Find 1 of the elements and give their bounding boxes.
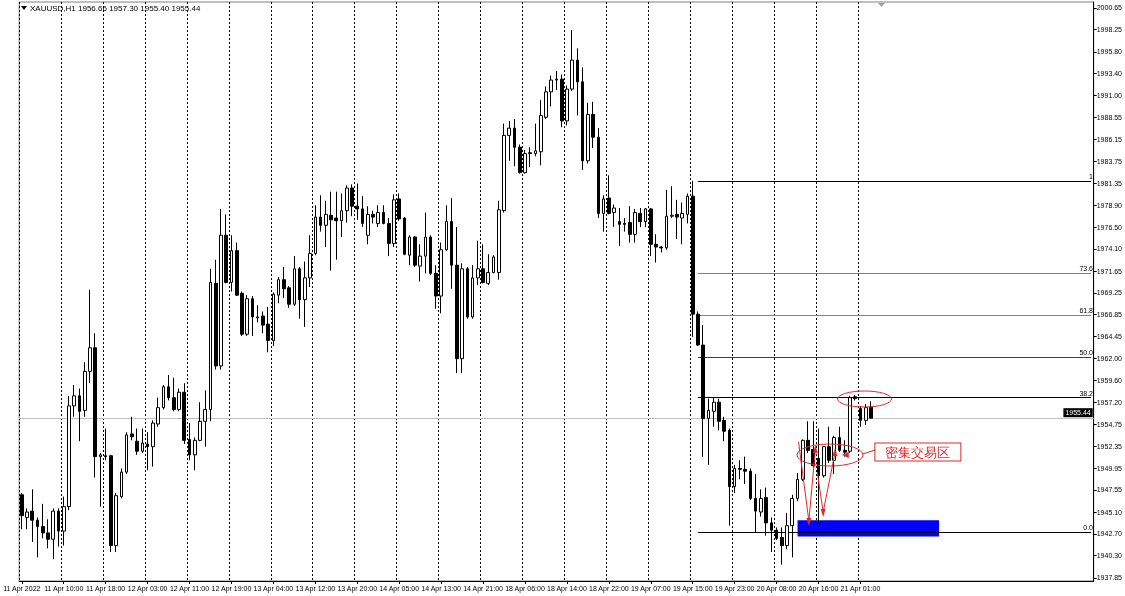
annotation: 密集交易区: [885, 444, 951, 460]
